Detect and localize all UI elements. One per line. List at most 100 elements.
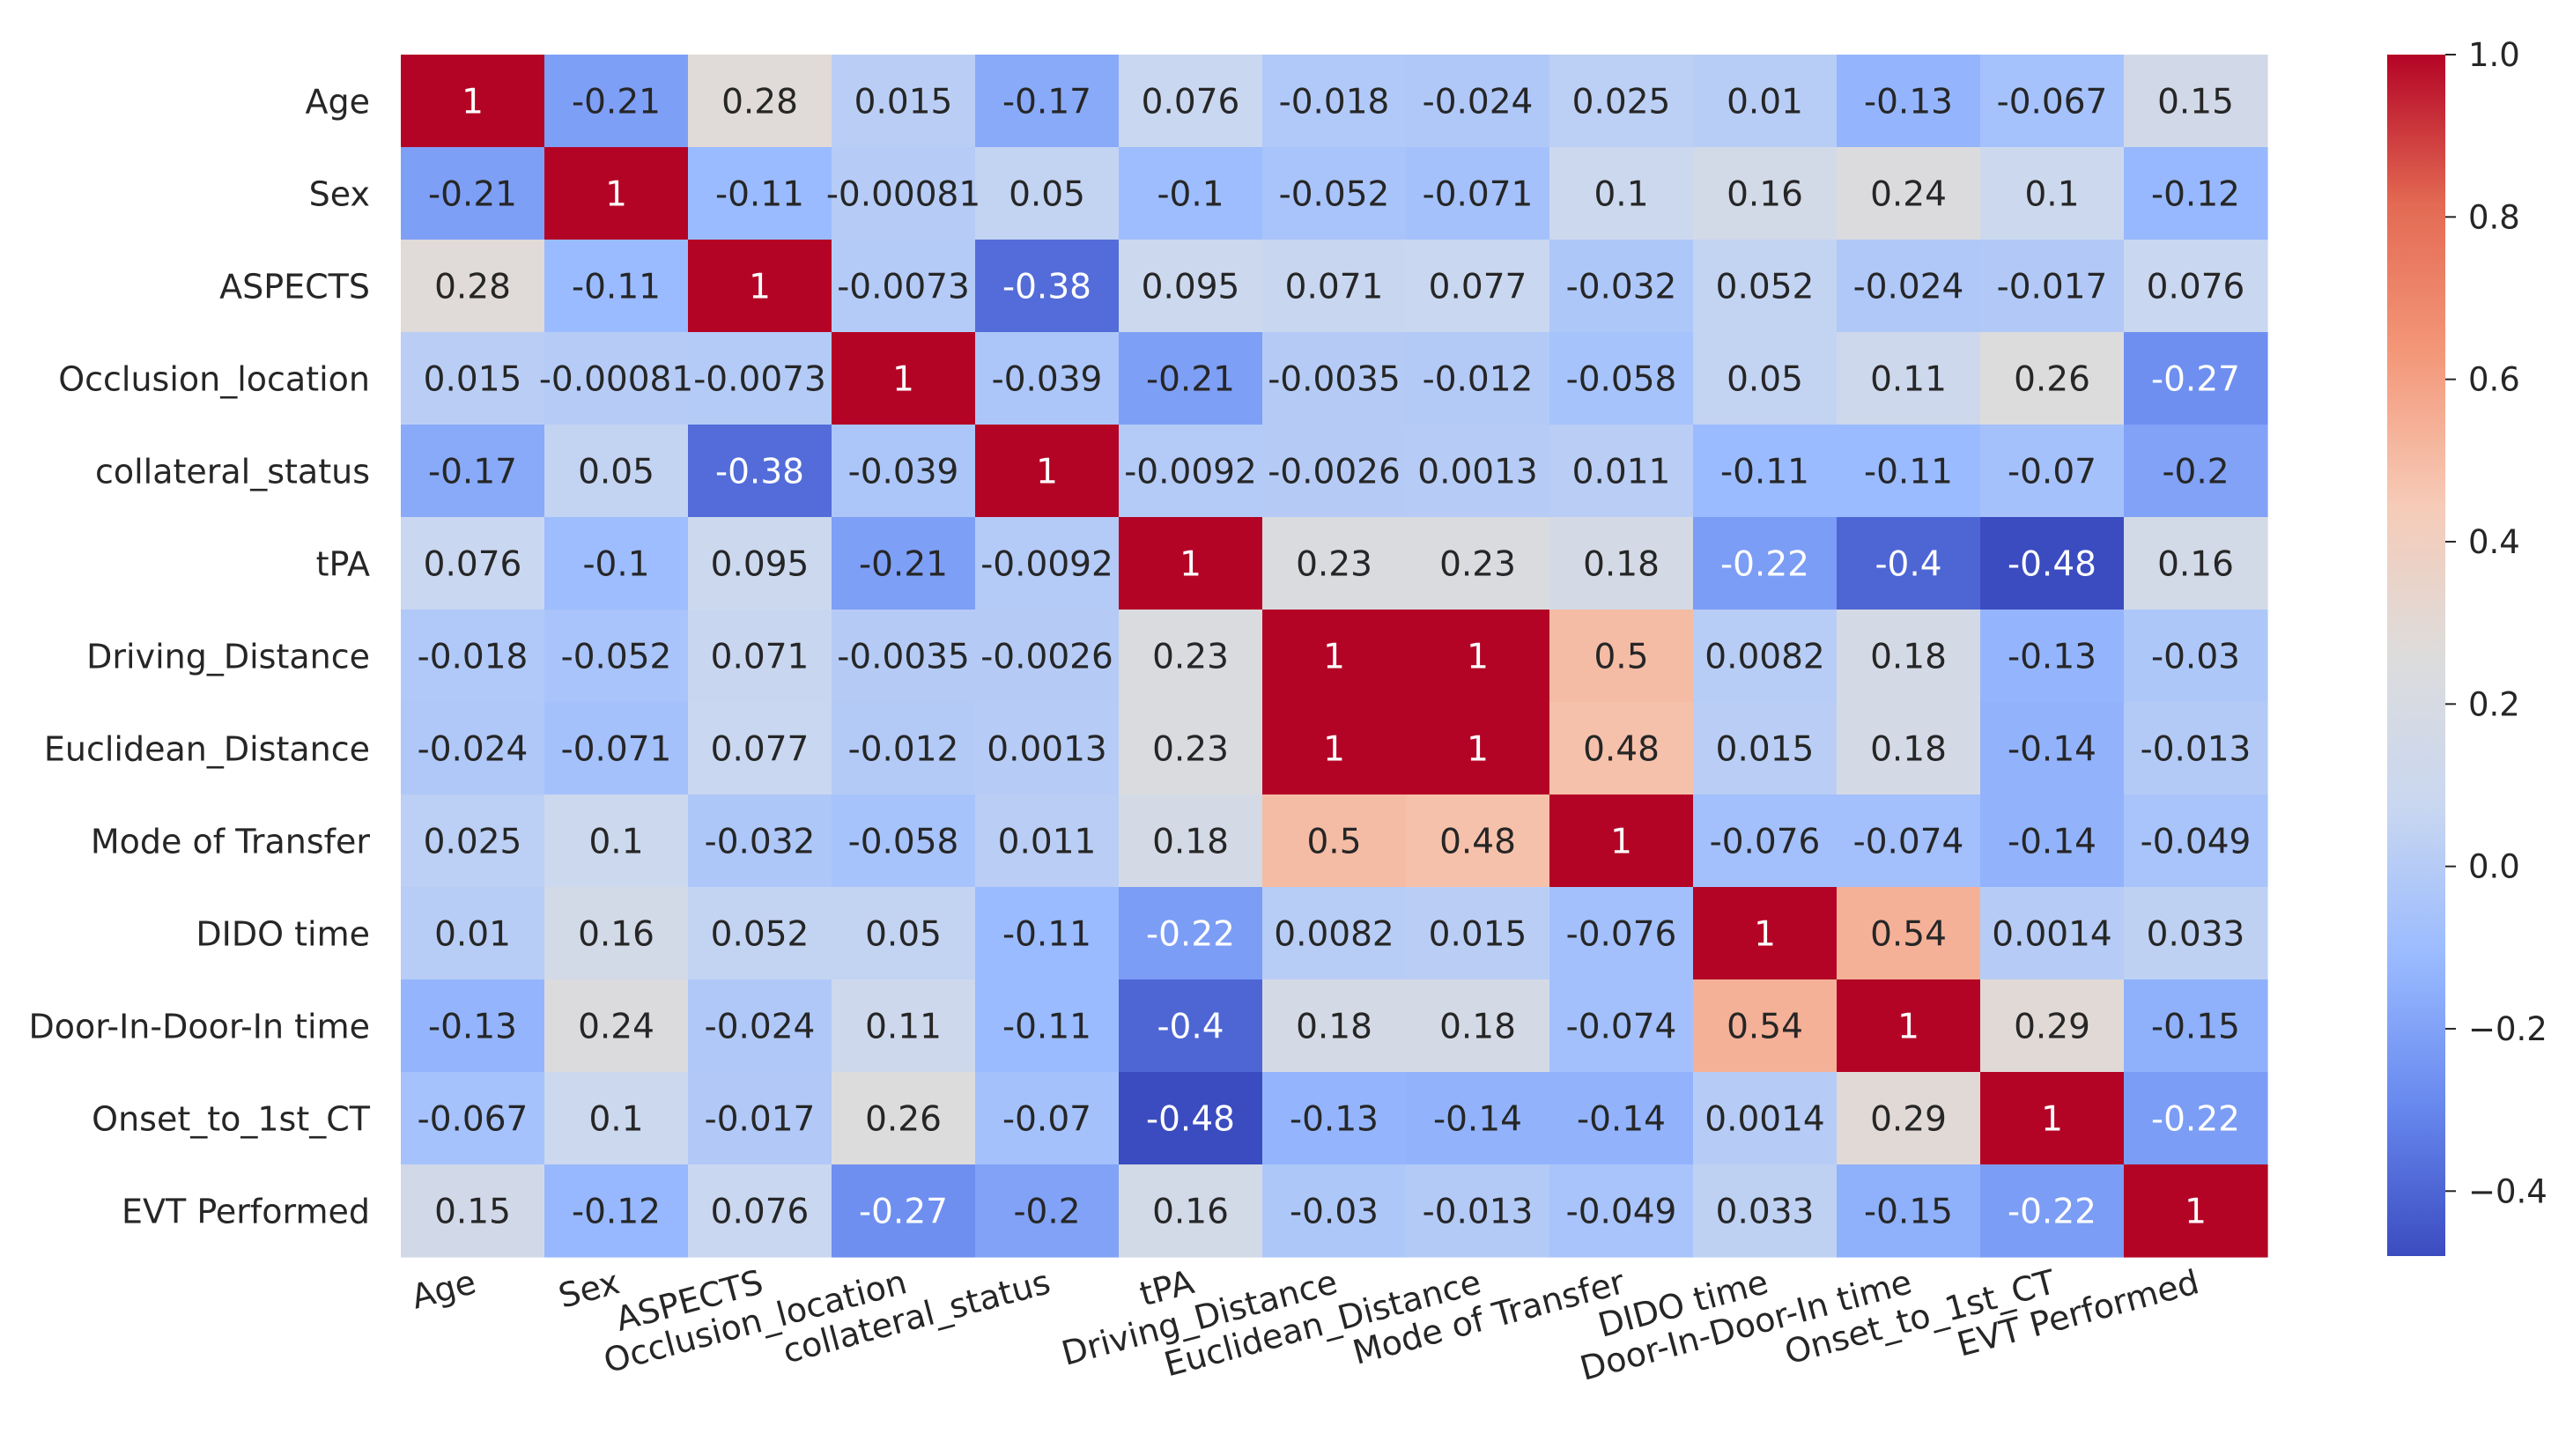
cell-value-mode-of-transfer-euclidean-distance: 0.48 xyxy=(1439,823,1516,862)
heatmap-cell-evt-performed-onset-to-1st-ct xyxy=(1980,1164,2125,1258)
heatmap-cell-onset-to-1st-ct-evt-performed xyxy=(2124,1072,2268,1165)
heatmap-cell-onset-to-1st-ct-driving-distance xyxy=(1262,1072,1407,1165)
cell-value-driving-distance-onset-to-1st-ct: -0.13 xyxy=(2008,638,2096,677)
y-tick-label-onset-to-1st-ct: Onset_to_1st_CT xyxy=(92,1100,371,1139)
y-tick-label-sex: Sex xyxy=(309,175,370,214)
cell-value-sex-evt-performed: -0.12 xyxy=(2151,175,2240,215)
heatmap-cell-evt-performed-occlusion-location xyxy=(832,1164,976,1258)
y-tick-label-evt-performed: EVT Performed xyxy=(122,1193,370,1231)
heatmap-cell-driving-distance-euclidean-distance xyxy=(1406,610,1550,703)
cell-value-sex-dido-time: 0.16 xyxy=(1727,175,1803,215)
y-tick-label-mode-of-transfer: Mode of Transfer xyxy=(91,823,370,861)
y-tick-label-age: Age xyxy=(306,83,371,122)
heatmap-cell-sex-tpa xyxy=(1119,147,1263,240)
cell-value-mode-of-transfer-age: 0.025 xyxy=(424,823,522,862)
heatmap-cell-dido-time-occlusion-location xyxy=(832,887,976,980)
x-axis-tick-labels: Age SexASPECTSOcclusion_locationcollatera… xyxy=(407,1262,2202,1388)
heatmap-cell-occlusion-location-age xyxy=(401,332,545,425)
cell-value-dido-time-occlusion-location: 0.05 xyxy=(865,915,942,955)
cell-value-aspects-evt-performed: 0.076 xyxy=(2147,268,2245,307)
cell-value-tpa-evt-performed: 0.16 xyxy=(2157,545,2234,585)
heatmap-cell-tpa-dido-time xyxy=(1693,517,1838,610)
cell-value-euclidean-distance-dido-time: 0.015 xyxy=(1716,730,1815,770)
heatmap-cell-onset-to-1st-ct-mode-of-transfer xyxy=(1549,1072,1694,1165)
heatmap-cell-occlusion-location-aspects xyxy=(688,332,832,425)
cell-value-dido-time-euclidean-distance: 0.015 xyxy=(1429,915,1527,955)
cell-value-occlusion-location-dido-time: 0.05 xyxy=(1727,360,1803,400)
cell-value-mode-of-transfer-tpa: 0.18 xyxy=(1152,823,1229,862)
cell-value-euclidean-distance-evt-performed: -0.013 xyxy=(2141,730,2252,770)
y-tick-label-occlusion-location: Occlusion_location xyxy=(58,360,370,399)
cell-value-sex-tpa: -0.1 xyxy=(1157,175,1224,215)
colorbar-tick-label-1: 0.8 xyxy=(2468,198,2520,236)
cell-value-driving-distance-occlusion-location: -0.0035 xyxy=(837,638,970,677)
cell-value-occlusion-location-sex: -0.00081 xyxy=(539,360,693,400)
cell-value-aspects-mode-of-transfer: -0.032 xyxy=(1566,268,1677,307)
heatmap-cell-dido-time-aspects xyxy=(688,887,832,980)
heatmap-cell-door-in-door-in-time-occlusion-location xyxy=(832,979,976,1073)
heatmap-cell-collateral-status-collateral-status xyxy=(975,425,1120,518)
heatmap-cell-tpa-door-in-door-in-time xyxy=(1837,517,1981,610)
cell-value-dido-time-onset-to-1st-ct: 0.0014 xyxy=(1992,915,2111,955)
heatmap-cell-tpa-sex xyxy=(544,517,689,610)
cell-value-tpa-tpa: 1 xyxy=(1179,545,1202,585)
heatmap-cell-collateral-status-dido-time xyxy=(1693,425,1838,518)
heatmap-cell-aspects-dido-time xyxy=(1693,240,1838,333)
cell-value-tpa-driving-distance: 0.23 xyxy=(1296,545,1372,585)
heatmap-cell-aspects-age xyxy=(401,240,545,333)
cell-value-door-in-door-in-time-euclidean-distance: 0.18 xyxy=(1439,1008,1516,1047)
colorbar: 1.0 0.8 0.6 0.4 0.2 0.0 −0.2 −0.4 xyxy=(2387,36,2548,1256)
y-tick-label-collateral-status: collateral_status xyxy=(95,453,370,491)
heatmap-cell-tpa-evt-performed xyxy=(2124,517,2268,610)
cell-value-age-driving-distance: -0.018 xyxy=(1279,83,1390,122)
heatmap-cell-onset-to-1st-ct-dido-time xyxy=(1693,1072,1838,1165)
cell-value-evt-performed-collateral-status: -0.2 xyxy=(1013,1193,1080,1232)
heatmap-cell-evt-performed-collateral-status xyxy=(975,1164,1120,1258)
cell-value-collateral-status-door-in-door-in-time: -0.11 xyxy=(1864,453,1953,492)
heatmap-cell-age-sex xyxy=(544,55,689,148)
heatmap-cell-onset-to-1st-ct-occlusion-location xyxy=(832,1072,976,1165)
cell-value-sex-onset-to-1st-ct: 0.1 xyxy=(2024,175,2079,215)
heatmap-cell-evt-performed-age xyxy=(401,1164,545,1258)
heatmap-cell-dido-time-euclidean-distance xyxy=(1406,887,1550,980)
heatmap-cell-age-mode-of-transfer xyxy=(1549,55,1694,148)
heatmap-cell-age-onset-to-1st-ct xyxy=(1980,55,2125,148)
cell-value-sex-collateral-status: 0.05 xyxy=(1009,175,1085,215)
heatmap-cell-aspects-driving-distance xyxy=(1262,240,1407,333)
heatmap-cells xyxy=(401,55,2268,1258)
heatmap-cell-driving-distance-onset-to-1st-ct xyxy=(1980,610,2125,703)
cell-value-dido-time-aspects: 0.052 xyxy=(711,915,810,955)
cell-value-occlusion-location-collateral-status: -0.039 xyxy=(992,360,1103,400)
cell-value-age-mode-of-transfer: 0.025 xyxy=(1572,83,1671,122)
cell-value-euclidean-distance-mode-of-transfer: 0.48 xyxy=(1583,730,1660,770)
cell-value-onset-to-1st-ct-tpa: -0.48 xyxy=(1146,1100,1235,1140)
heatmap-cell-driving-distance-door-in-door-in-time xyxy=(1837,610,1981,703)
cell-value-evt-performed-aspects: 0.076 xyxy=(711,1193,810,1232)
cell-value-mode-of-transfer-dido-time: -0.076 xyxy=(1710,823,1821,862)
cell-value-age-sex: -0.21 xyxy=(572,83,661,122)
cell-value-dido-time-collateral-status: -0.11 xyxy=(1002,915,1091,955)
cell-value-door-in-door-in-time-aspects: -0.024 xyxy=(705,1008,816,1047)
cell-value-collateral-status-evt-performed: -0.2 xyxy=(2162,453,2229,492)
cell-value-euclidean-distance-driving-distance: 1 xyxy=(1323,730,1345,770)
heatmap-cell-euclidean-distance-aspects xyxy=(688,702,832,795)
heatmap-cell-collateral-status-door-in-door-in-time xyxy=(1837,425,1981,518)
heatmap-cell-aspects-aspects xyxy=(688,240,832,333)
heatmap-cell-age-tpa xyxy=(1119,55,1263,148)
cell-value-driving-distance-tpa: 0.23 xyxy=(1152,638,1229,677)
heatmap-cell-driving-distance-mode-of-transfer xyxy=(1549,610,1694,703)
heatmap-cell-sex-euclidean-distance xyxy=(1406,147,1550,240)
cell-value-dido-time-tpa: -0.22 xyxy=(1146,915,1235,955)
heatmap-cell-door-in-door-in-time-evt-performed xyxy=(2124,979,2268,1073)
cell-value-aspects-driving-distance: 0.071 xyxy=(1285,268,1384,307)
cell-value-onset-to-1st-ct-occlusion-location: 0.26 xyxy=(865,1100,942,1140)
cell-value-onset-to-1st-ct-euclidean-distance: -0.14 xyxy=(1433,1100,1522,1140)
heatmap-cell-aspects-sex xyxy=(544,240,689,333)
heatmap-cell-door-in-door-in-time-aspects xyxy=(688,979,832,1073)
cell-value-tpa-mode-of-transfer: 0.18 xyxy=(1583,545,1660,585)
cell-value-driving-distance-sex: -0.052 xyxy=(561,638,672,677)
cell-value-age-age: 1 xyxy=(462,83,484,122)
cell-value-evt-performed-occlusion-location: -0.27 xyxy=(859,1193,948,1232)
heatmap-cell-mode-of-transfer-tpa xyxy=(1119,795,1263,888)
